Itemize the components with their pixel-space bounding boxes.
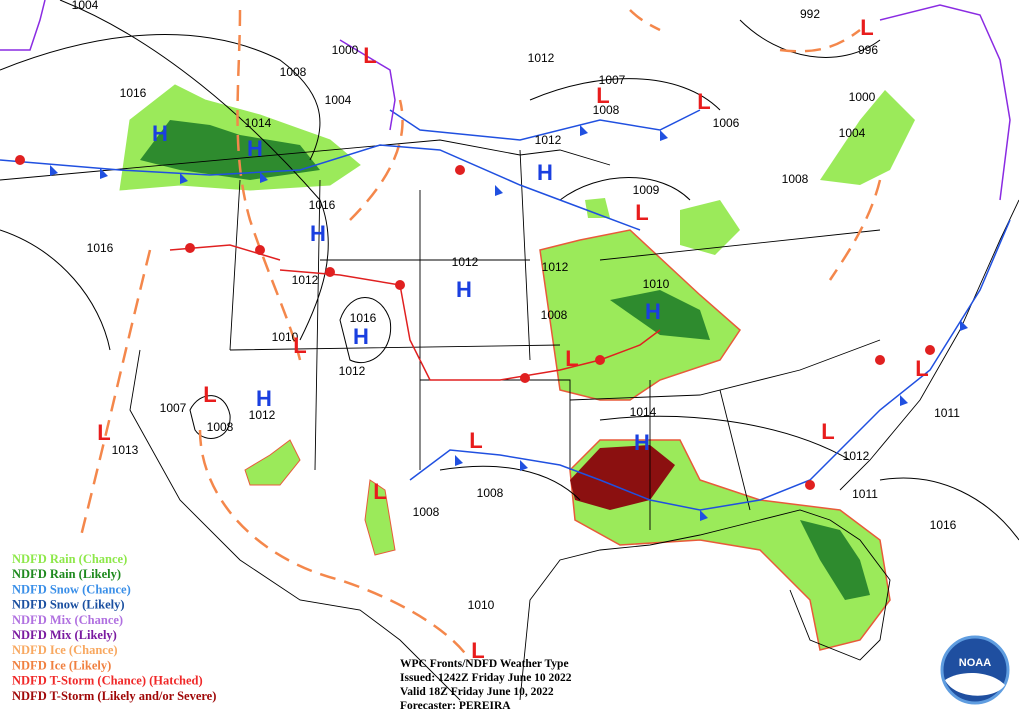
- pressure-label: 1008: [280, 65, 307, 79]
- info-valid: Valid 18Z Friday June 10, 2022: [400, 686, 554, 698]
- pressure-label: 1008: [413, 505, 440, 519]
- rain-chance-area: [680, 200, 740, 255]
- legend-entry: NDFD Ice (Chance): [12, 643, 118, 657]
- pressure-label: 1014: [630, 405, 657, 419]
- low-center: L: [471, 638, 484, 663]
- low-center: L: [97, 420, 110, 445]
- tstorm-chance-area: [364, 479, 396, 556]
- pressure-label: 992: [800, 7, 820, 21]
- low-center: L: [915, 356, 928, 381]
- low-center: L: [697, 89, 710, 114]
- rain-likely-area: [140, 120, 320, 180]
- legend-entry: NDFD Ice (Likely): [12, 658, 111, 672]
- troughs: [78, 9, 882, 661]
- rain-chance-area: [820, 90, 915, 185]
- pressure-label: 1008: [477, 486, 504, 500]
- low-center: L: [373, 479, 386, 504]
- pressure-label: 1008: [541, 308, 568, 322]
- pressure-label: 1012: [528, 51, 555, 65]
- high-center: H: [353, 324, 369, 349]
- pressure-label: 1012: [542, 260, 569, 274]
- pressure-label: 1014: [245, 116, 272, 130]
- pressure-label: 1010: [468, 598, 495, 612]
- low-center: L: [635, 200, 648, 225]
- state-lines: [229, 149, 881, 530]
- legend-entry: NDFD T-Storm (Chance) (Hatched): [12, 674, 203, 688]
- high-center: H: [456, 277, 472, 302]
- rain-likely-area: [610, 290, 710, 340]
- high-center: H: [310, 221, 326, 246]
- low-center: L: [860, 15, 873, 40]
- tstorm-chance-area: [244, 439, 301, 486]
- low-center: L: [821, 419, 834, 444]
- legend-entry: NDFD Snow (Likely): [12, 598, 125, 612]
- pressure-label: 1016: [930, 518, 957, 532]
- pressure-label: 1016: [87, 241, 114, 255]
- pressure-label: 1012: [292, 273, 319, 287]
- high-center: H: [256, 386, 272, 411]
- high-center: H: [247, 136, 263, 161]
- pressure-label: 1004: [839, 126, 866, 140]
- low-center: L: [293, 333, 306, 358]
- pressure-label: 1012: [452, 255, 479, 269]
- pressure-label: 1011: [934, 406, 960, 420]
- info-issued: Issued: 1242Z Friday June 10 2022: [400, 672, 572, 684]
- pressure-label: 1012: [535, 133, 562, 147]
- fronts: [0, 0, 1011, 521]
- pressure-label: 1016: [309, 198, 336, 212]
- pressure-label: 1016: [350, 311, 377, 325]
- pressure-label: 1007: [599, 73, 626, 87]
- isobars: [0, 0, 1019, 541]
- pressure-label: 1009: [633, 183, 660, 197]
- high-center: H: [152, 121, 168, 146]
- high-center: H: [537, 160, 553, 185]
- low-center: L: [203, 382, 216, 407]
- pressure-label: 1007: [160, 401, 187, 415]
- low-center: L: [565, 346, 578, 371]
- pressure-label: 1000: [849, 90, 876, 104]
- labels: 1004 1000 1008 1004 1016 1014 1012 1007 1008 1012…: [72, 0, 961, 663]
- pressure-label: 1004: [72, 0, 99, 12]
- pressure-label: 1006: [713, 116, 740, 130]
- pressure-label: 1008: [782, 172, 809, 186]
- legend-entry: NDFD Mix (Likely): [12, 628, 117, 642]
- pressure-label: 1008: [593, 103, 620, 117]
- pressure-label: 1012: [843, 449, 870, 463]
- noaa-logo: NOAA: [940, 635, 1010, 705]
- low-center: L: [596, 83, 609, 108]
- tstorm-likely-area: [570, 445, 675, 510]
- pressure-label: 1000: [332, 43, 359, 57]
- pressure-label: 1012: [339, 364, 366, 378]
- pressure-label: 1016: [120, 86, 147, 100]
- pressure-label: 1012: [249, 408, 276, 422]
- rain-likely-area: [800, 520, 870, 600]
- pressure-label: 1010: [272, 330, 299, 344]
- pressure-label: 1011: [852, 487, 878, 501]
- legend: NDFD Rain (Chance)NDFD Rain (Likely)NDFD…: [12, 552, 216, 703]
- high-center: H: [645, 299, 661, 324]
- pressure-label: 1010: [643, 277, 670, 291]
- pressure-label: 1004: [325, 93, 352, 107]
- borders: [0, 139, 1019, 701]
- legend-entry: NDFD Rain (Likely): [12, 567, 121, 581]
- pressure-label: 996: [858, 43, 878, 57]
- noaa-text: NOAA: [959, 657, 991, 669]
- pressure-label: 1013: [112, 443, 139, 457]
- rain-chance-area: [585, 198, 610, 218]
- high-center: H: [634, 430, 650, 455]
- legend-entry: NDFD Rain (Chance): [12, 552, 127, 566]
- legend-entry: NDFD Mix (Chance): [12, 613, 123, 627]
- legend-entry: NDFD Snow (Chance): [12, 582, 131, 596]
- legend-entry: NDFD T-Storm (Likely and/or Severe): [12, 689, 216, 703]
- pressure-label: 1008: [207, 420, 234, 434]
- low-center: L: [469, 428, 482, 453]
- low-center: L: [363, 43, 376, 68]
- info-forecaster: Forecaster: PEREIRA: [400, 700, 511, 712]
- info-title: WPC Fronts/NDFD Weather Type: [400, 658, 569, 670]
